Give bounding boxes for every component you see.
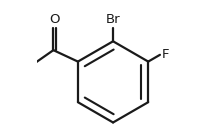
Text: F: F <box>162 48 169 61</box>
Text: O: O <box>49 13 60 26</box>
Text: Br: Br <box>106 13 120 26</box>
